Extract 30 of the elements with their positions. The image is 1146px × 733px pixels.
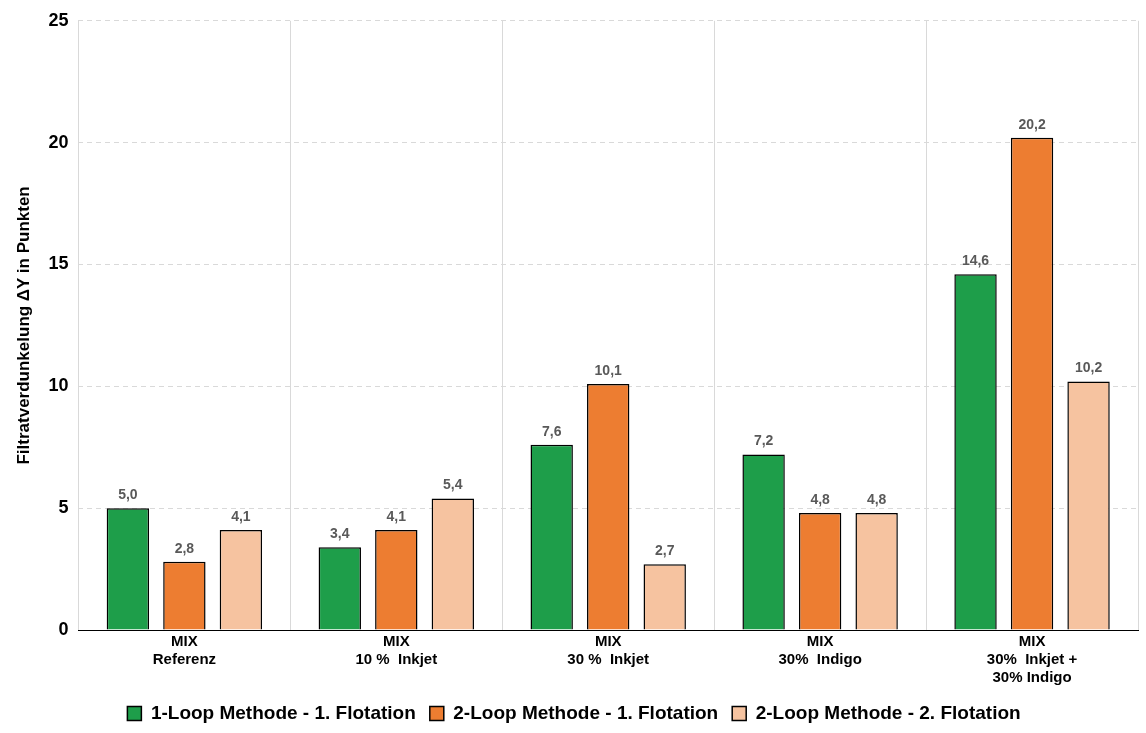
data-label: 2,7 [654, 542, 675, 559]
y-tick-label: 15 [48, 253, 69, 274]
legend-label: 1-Loop Methode - 1. Flotation [150, 701, 416, 723]
data-label: 7,6 [541, 422, 562, 439]
x-tick-label: MIX 30 % Inkjet [567, 632, 650, 668]
y-tick-label: 5 [58, 497, 69, 518]
x-tick-label: MIX 10 % Inkjet [355, 632, 438, 668]
y-tick-label: 20 [48, 131, 69, 152]
data-label: 4,1 [231, 507, 251, 524]
data-label: 14,6 [961, 252, 990, 269]
data-label: 10,1 [594, 361, 623, 378]
x-tick-label: MIX Referenz [152, 632, 217, 668]
data-label: 20,2 [1018, 115, 1046, 132]
data-label: 5,4 [443, 476, 463, 493]
data-label: 7,2 [753, 432, 774, 449]
x-tick-label: MIX 30% Inkjet + 30% Indigo [986, 632, 1078, 686]
y-tick-label: 25 [48, 9, 69, 30]
data-label: 4,8 [810, 490, 831, 507]
data-label: 4,8 [866, 490, 887, 507]
data-label: 5,0 [118, 486, 138, 503]
data-label: 10,2 [1074, 359, 1103, 376]
y-axis-title: Filtratverdunkelung ΔY in Punkten [13, 186, 33, 465]
data-label: 3,4 [330, 525, 350, 542]
y-tick-label: 10 [48, 375, 69, 396]
legend-label: 2-Loop Methode - 1. Flotation [453, 701, 719, 723]
data-label: 4,1 [386, 507, 407, 524]
legend-label: 2-Loop Methode - 2. Flotation [755, 701, 1021, 723]
y-tick-label: 0 [58, 618, 69, 639]
data-label: 2,8 [174, 539, 195, 556]
x-tick-label: MIX 30% Indigo [778, 632, 862, 668]
